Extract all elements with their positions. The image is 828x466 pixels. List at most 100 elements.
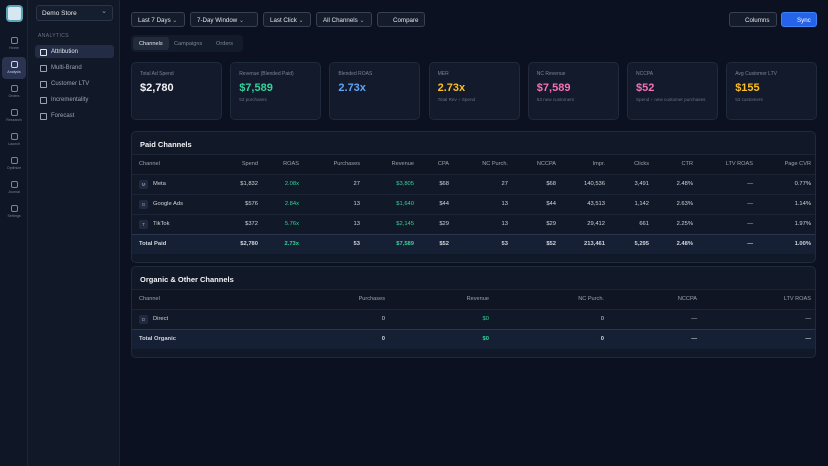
sync-button[interactable]: Sync [781,12,817,27]
table-cell: 1.97% [794,221,811,227]
table-cell: — [805,316,811,322]
table-cell: 0 [600,336,604,342]
table-row: TikTok $372 5.76x 13 $2,145 $29 13 $29 29,412 661… [132,214,815,234]
kpi-value: $7,589 [239,82,273,94]
kpi-label: Total Ad Spend [140,71,174,77]
kpi-label: Avg Customer LTV [735,71,777,77]
table-cell: $29 [439,221,449,227]
table-cell: 0.77% [794,181,811,187]
table-total-row: Total Organic 0 $0 0 — — [132,329,815,349]
channel-badge: T [139,220,148,229]
tab[interactable]: Campaigns [174,40,203,47]
kpi-card: Revenue (Blended Paid) $7,589 53 purchases [230,62,322,120]
table-cell: 140,536 [584,181,605,187]
table-cell: $44 [439,201,449,207]
table-cell: 5.76x [284,221,299,227]
table-cell: 13 [353,221,360,227]
filter-dropdown[interactable]: Last Click [263,12,311,27]
icon-rail: Home Analysis Orders Research Launch Optimize… [0,0,28,466]
kpi-label: NC Revenue [536,71,566,77]
table-panel: Organic & Other Channels Channel Purchases… [131,266,816,358]
kpi-note: Spend ÷ new customer purchases [636,97,706,102]
kpi-note: Total Rev ÷ Spend [437,97,476,102]
tab[interactable]: Channels [133,37,169,50]
kpi-card: Total Ad Spend $2,780 [131,62,222,120]
columns-button[interactable]: Columns [729,12,777,27]
kpi-card: Blended ROAS 2.73x [329,62,421,120]
table-cell: 13 [501,201,508,207]
table-cell: — [747,221,753,227]
table-cell: NCCPA [677,296,697,302]
nav-item[interactable]: Research [2,105,26,127]
channel-name: Meta [153,181,166,187]
table-cell: $68 [439,181,449,187]
kpi-label: NCCPA [636,71,654,77]
kpi-label: Revenue (Blended Paid) [239,71,294,77]
store-selector[interactable]: Demo Store [36,5,113,21]
table-cell: $7,589 [396,241,414,247]
table-cell: LTV ROAS [783,296,811,302]
table-cell: $1,832 [240,181,258,187]
tab[interactable]: Orders [216,40,234,47]
table-cell: $0 [482,336,489,342]
channel-badge: G [139,200,148,209]
table-cell: 2.25% [676,221,693,227]
table-cell: $52 [439,241,449,247]
table-cell: LTV ROAS [725,161,753,167]
table-cell: — [747,241,753,247]
nav-label: Analysis [7,70,21,74]
kpi-value: $52 [636,82,655,94]
nav-item[interactable]: Settings [2,201,26,223]
nav-label: Research [6,118,22,122]
nav-item[interactable]: Orders [2,81,26,103]
channel-badge: D [139,315,148,324]
sidebar-item[interactable]: Attribution [35,45,114,58]
logo[interactable] [6,5,23,22]
kpi-note: 53 new customers [536,97,575,102]
table-cell: Page CVR [784,161,811,167]
sidebar-item[interactable]: Forecast [35,109,114,122]
filter-dropdown[interactable]: 7-Day Window [190,12,258,27]
kpi-value: 2.73x [437,82,466,94]
nav-label: Journal [8,190,20,194]
kpi-value: $155 [735,82,760,94]
table-cell: $0 [482,316,489,322]
nav-label: Orders [8,94,20,98]
table-cell: 5,295 [634,241,649,247]
table-cell: 3,491 [634,181,649,187]
table-row: Meta $1,832 2.08x 27 $3,805 $68 27 $68 140,536 3,… [132,174,815,194]
table-cell: Revenue [466,296,489,302]
table-cell: 213,461 [584,241,605,247]
channel-name: TikTok [153,221,170,227]
filter-dropdown[interactable]: All Channels [316,12,372,27]
table-cell: 27 [501,181,508,187]
nav-item[interactable]: Home [2,33,26,55]
sidebar-item[interactable]: Incrementality [35,93,114,106]
kpi-note: 53 customers [735,97,763,102]
channel-name: Google Ads [153,201,183,207]
sidebar-item[interactable]: Multi-Brand [35,61,114,74]
table-row: Direct 0 $0 0 — — D [132,309,815,329]
table-cell: NC Purch. [482,161,508,167]
channel-badge: M [139,180,148,189]
table-cell: Purchases [333,161,360,167]
kpi-card: Avg Customer LTV $155 53 customers [726,62,818,120]
nav-item[interactable]: Optimize [2,153,26,175]
kpi-note: 53 purchases [239,97,267,102]
table-cell: 13 [353,201,360,207]
filter-dropdown[interactable]: Last 7 Days [131,12,185,27]
nav-item[interactable]: Analysis [2,57,26,79]
table-cell: 0 [381,336,385,342]
compare-button[interactable]: Compare [377,12,425,27]
nav-label: Settings [7,214,21,218]
nav-item[interactable]: Journal [2,177,26,199]
kpi-value: $2,780 [140,82,174,94]
table-header: Channel Spend ROAS Purchases Revenue CPA NC Pu… [132,154,815,174]
sidebar-item[interactable]: Customer LTV [35,77,114,90]
panel-title: Paid Channels [140,140,192,149]
table-cell: NC Purch. [578,296,604,302]
channel-name: Total Organic [139,336,176,342]
nav-item[interactable]: Launch [2,129,26,151]
table-cell: CTR [681,161,694,167]
table-cell: 2.48% [676,181,693,187]
